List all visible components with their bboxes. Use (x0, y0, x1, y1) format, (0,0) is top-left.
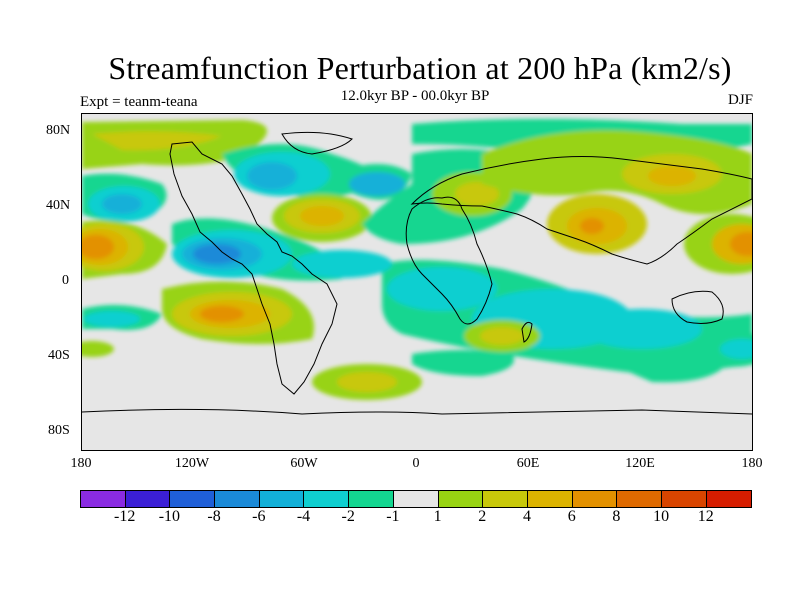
chart-title: Streamfunction Perturbation at 200 hPa (… (108, 50, 732, 86)
colorbar-swatch (617, 491, 662, 507)
colorbar-swatch (661, 491, 707, 507)
lon-label-0: 0 (412, 456, 420, 471)
colorbar-tick-label: 12 (697, 508, 714, 525)
map-canvas (82, 114, 752, 450)
colorbar-swatch (304, 491, 350, 507)
colorbar-tick-label: -6 (252, 508, 266, 525)
lat-label-80n: 80N (46, 123, 71, 138)
colorbar-swatch (81, 491, 126, 507)
lon-label-120w: 120W (174, 456, 210, 471)
lon-label-60e: 60E (516, 456, 540, 471)
colorbar-tick-label: -10 (158, 508, 181, 525)
lat-label-80s: 80S (48, 423, 70, 438)
colorbar-tick-label: -4 (296, 508, 311, 525)
lon-label-120e: 120E (625, 456, 655, 471)
colorbar-swatch (572, 491, 618, 507)
lon-label-60w: 60W (290, 456, 318, 471)
colorbar-tick-label: -8 (207, 508, 221, 525)
colorbar-swatch (349, 491, 394, 507)
streamfunction-map (81, 113, 753, 451)
experiment-label: Expt = teanm-teana (80, 94, 198, 110)
lon-label-180e: 180 (741, 456, 763, 471)
colorbar-swatch (215, 491, 260, 507)
colorbar-swatch (706, 491, 752, 507)
colorbar (80, 490, 753, 508)
lon-label-180w: 180 (70, 456, 92, 471)
colorbar-tick-label: 10 (653, 508, 670, 525)
colorbar-swatch (438, 491, 484, 507)
lat-label-0: 0 (62, 273, 69, 288)
colorbar-tick-label: -2 (341, 508, 355, 525)
colorbar-swatch (170, 491, 216, 507)
chart-subtitle: 12.0kyr BP - 00.0kyr BP (340, 88, 490, 104)
colorbar-swatch (483, 491, 528, 507)
colorbar-tick-label: 4 (523, 508, 531, 525)
colorbar-tick-label: -12 (114, 508, 136, 525)
season-label: DJF (727, 92, 753, 108)
colorbar-swatch (125, 491, 171, 507)
lat-label-40n: 40N (46, 198, 71, 213)
colorbar-tick-label: 8 (612, 508, 621, 525)
colorbar-swatch (259, 491, 305, 507)
colorbar-swatch (393, 491, 439, 507)
colorbar-tick-label: 1 (433, 508, 442, 525)
lat-label-40s: 40S (48, 348, 70, 363)
colorbar-swatch (527, 491, 573, 507)
colorbar-tick-label: -1 (386, 508, 400, 525)
colorbar-tick-label: 2 (478, 508, 487, 525)
colorbar-tick-label: 6 (567, 508, 576, 525)
